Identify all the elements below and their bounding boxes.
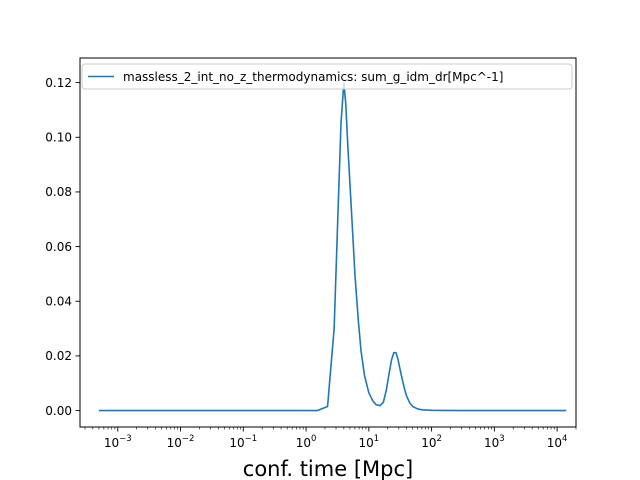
axes-frame xyxy=(79,57,577,428)
y-tick-label: 0.10 xyxy=(45,131,72,145)
y-tick-label: 0.02 xyxy=(45,349,72,363)
series-line-0 xyxy=(98,81,567,412)
legend-label: massless_2_int_no_z_thermodynamics: sum_… xyxy=(123,70,503,84)
y-tick-label: 0.12 xyxy=(45,76,72,90)
plot-background xyxy=(80,58,576,427)
x-axis: 10−3 10−2 10−1 100 101 102 103 104 xyxy=(84,427,577,450)
y-tick-label: 0.06 xyxy=(45,240,72,254)
legend-box xyxy=(81,63,573,90)
y-tick-label: 0.08 xyxy=(45,185,72,199)
x-tick-label: 10−3 xyxy=(104,434,132,450)
x-axis-label: conf. time [Mpc] xyxy=(243,457,413,480)
x-tick-label: 10−1 xyxy=(229,434,257,450)
y-tick-label: 0.04 xyxy=(45,295,72,309)
x-tick-label: 102 xyxy=(421,434,442,450)
y-tick-label: 0.00 xyxy=(45,404,72,418)
plot-area xyxy=(80,58,576,427)
axes-spines xyxy=(79,57,577,428)
series-layer xyxy=(98,81,567,412)
x-tick-label: 100 xyxy=(296,434,317,450)
legend: massless_2_int_no_z_thermodynamics: sum_… xyxy=(81,63,573,90)
x-tick-label: 10−2 xyxy=(167,434,195,450)
y-axis: 0.00 0.02 0.04 0.06 0.08 0.10 0.12 xyxy=(45,76,80,418)
x-tick-label: 103 xyxy=(484,434,505,450)
x-tick-label: 101 xyxy=(358,434,379,450)
x-tick-label: 104 xyxy=(547,434,568,450)
